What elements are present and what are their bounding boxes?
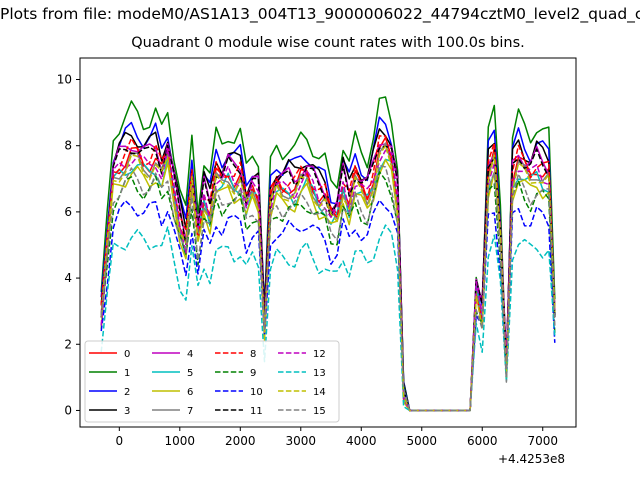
x-tick-label: 1000 <box>165 434 196 448</box>
legend-label-13: 13 <box>313 368 326 379</box>
y-tick-label: 10 <box>57 73 72 87</box>
series-line-8 <box>100 135 556 412</box>
x-tick-label: 4000 <box>346 434 377 448</box>
x-tick-label: 5000 <box>406 434 437 448</box>
legend-label-2: 2 <box>124 387 130 398</box>
legend-label-0: 0 <box>124 349 130 360</box>
legend-label-3: 3 <box>124 406 130 417</box>
legend-label-6: 6 <box>187 387 193 398</box>
legend-label-1: 1 <box>124 368 130 379</box>
series-line-12 <box>100 148 556 412</box>
x-tick-label: 0 <box>115 434 123 448</box>
legend-label-7: 7 <box>187 406 193 417</box>
y-tick-label: 8 <box>64 139 72 153</box>
legend-label-14: 14 <box>313 387 326 398</box>
figure-suptitle: Plots from file: modeM0/AS1A13_004T13_90… <box>0 5 640 23</box>
y-tick-label: 0 <box>64 403 72 417</box>
series-line-13 <box>100 224 556 412</box>
series-line-15 <box>100 164 556 412</box>
legend-box <box>84 340 340 423</box>
x-tick-label: 6000 <box>467 434 498 448</box>
legend-label-12: 12 <box>313 349 326 360</box>
legend-label-5: 5 <box>187 368 193 379</box>
x-tick-label: 7000 <box>527 434 558 448</box>
legend-label-11: 11 <box>250 406 263 417</box>
chart-title: Quadrant 0 module wise count rates with … <box>131 35 525 51</box>
series-line-14 <box>100 145 556 412</box>
y-tick-label: 4 <box>64 271 72 285</box>
legend-label-15: 15 <box>313 406 326 417</box>
legend-label-9: 9 <box>250 368 256 379</box>
plot-frame <box>79 57 577 428</box>
legend-label-4: 4 <box>187 349 193 360</box>
y-tick-label: 6 <box>64 205 72 219</box>
legend-label-8: 8 <box>250 349 256 360</box>
x-tick-label: 2000 <box>225 434 256 448</box>
x-tick-label: 3000 <box>286 434 317 448</box>
series-line-11 <box>100 144 556 412</box>
x-offset-label: +4.4253e8 <box>498 452 566 466</box>
y-tick-label: 2 <box>64 337 72 351</box>
legend-label-10: 10 <box>250 387 263 398</box>
